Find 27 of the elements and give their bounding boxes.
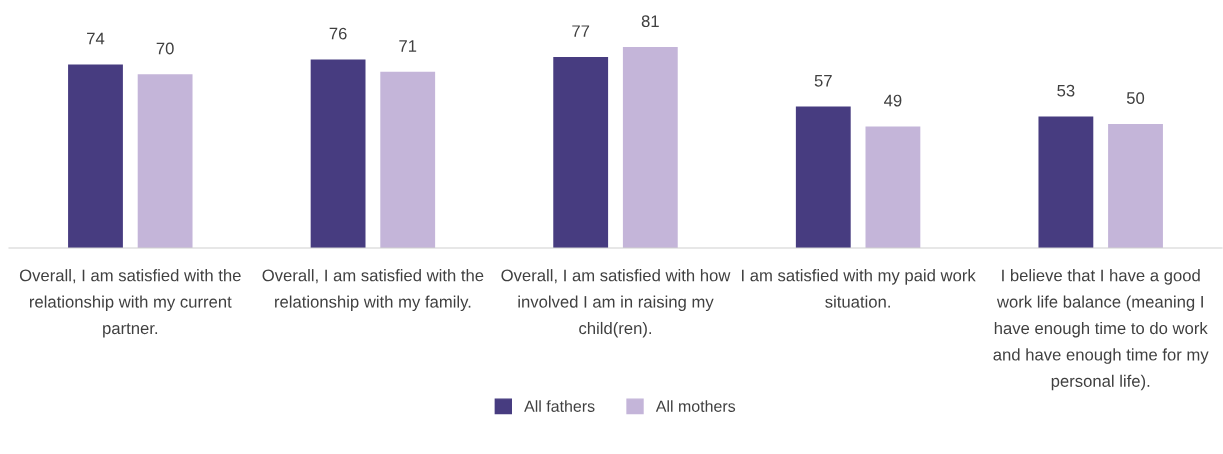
data-label: 50 xyxy=(1126,92,1145,104)
bar xyxy=(1108,123,1163,248)
data-label: 81 xyxy=(641,15,659,28)
data-label: 49 xyxy=(884,94,902,107)
x-tick-label: Overall, I am satisfied with the relationship with my current partner. xyxy=(19,269,241,338)
data-label: 76 xyxy=(329,27,347,40)
bar xyxy=(137,74,193,248)
x-tick-label: I believe that I have a good work life balance (meaning I have enough time to do work and have enough time for my personal life). xyxy=(993,269,1209,391)
x-tick-label: Overall, I am satisfied with how involved I am in raising my child(ren). xyxy=(501,269,731,338)
bar xyxy=(310,59,366,248)
data-label: 53 xyxy=(1057,84,1075,97)
x-tick-label: I am satisfied with my paid work situation. xyxy=(742,269,976,308)
legend-label: All fathers xyxy=(524,400,595,412)
data-label: 77 xyxy=(572,25,590,37)
bar xyxy=(1038,116,1094,248)
bar xyxy=(553,56,609,248)
data-label: 57 xyxy=(814,75,832,87)
data-label: 74 xyxy=(87,32,105,45)
bar xyxy=(380,71,436,248)
data-label: 71 xyxy=(399,40,417,52)
bar xyxy=(68,64,123,248)
bar xyxy=(795,106,851,248)
x-tick-label: Overall, I am satisfied with the relationship with my family. xyxy=(262,269,484,312)
legend-label: All mothers xyxy=(655,400,736,412)
data-label: 70 xyxy=(156,42,174,55)
bar xyxy=(865,126,921,248)
bar xyxy=(622,47,678,248)
